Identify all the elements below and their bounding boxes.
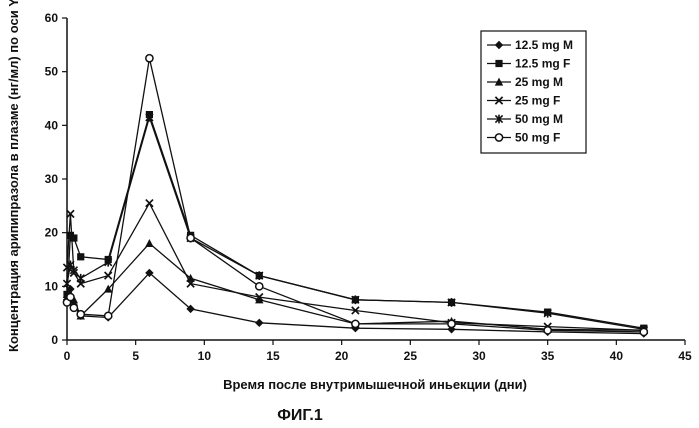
x-tick-label: 45 — [678, 349, 692, 363]
data-point — [495, 134, 502, 141]
series-line-25-mg-m — [67, 243, 644, 330]
marker-circle — [77, 311, 84, 318]
y-tick-label: 50 — [45, 65, 59, 79]
data-point — [448, 320, 455, 327]
y-axis-title-group: Концентрация арипипразола в плазме (нг/м… — [6, 0, 21, 352]
y-tick-label: 0 — [51, 333, 58, 347]
marker-x — [146, 200, 153, 207]
y-tick-label: 60 — [45, 11, 59, 25]
legend-label: 25 mg M — [515, 75, 563, 89]
marker-circle — [146, 55, 153, 62]
x-tick-label: 20 — [335, 349, 349, 363]
marker-circle — [544, 327, 551, 334]
data-point — [495, 60, 502, 67]
marker-circle — [256, 283, 263, 290]
marker-asterisk — [77, 274, 84, 283]
marker-diamond — [255, 319, 263, 327]
data-point — [146, 200, 153, 207]
marker-x — [105, 272, 112, 279]
y-axis-title: Концентрация арипипразола в плазме (нг/м… — [6, 0, 21, 352]
data-point — [640, 328, 647, 335]
marker-circle — [640, 328, 647, 335]
data-point — [145, 239, 153, 247]
x-tick-label: 15 — [266, 349, 280, 363]
data-point — [77, 311, 84, 318]
legend-label: 50 mg F — [515, 131, 560, 145]
data-point — [77, 253, 84, 260]
x-axis-title: Время после внутримышечной иньекции (дни… — [223, 377, 527, 392]
data-point — [77, 274, 84, 283]
data-point — [63, 279, 70, 288]
legend-label: 12.5 mg M — [515, 38, 573, 52]
data-point — [105, 312, 112, 319]
y-tick-label: 20 — [45, 226, 59, 240]
x-tick-label: 0 — [64, 349, 71, 363]
legend-label: 25 mg F — [515, 94, 560, 108]
marker-circle — [448, 320, 455, 327]
data-point — [105, 272, 112, 279]
data-point — [187, 234, 194, 241]
legend-label: 12.5 mg F — [515, 57, 570, 71]
x-tick-label: 30 — [472, 349, 486, 363]
y-tick-label: 10 — [45, 279, 59, 293]
data-point — [67, 293, 74, 300]
data-point — [255, 319, 263, 327]
marker-circle — [105, 312, 112, 319]
marker-square — [495, 60, 502, 67]
axes: 0 10 20 30 40 50 60 0 5 10 15 20 25 30 35 40 45 — [45, 11, 692, 363]
marker-square — [77, 253, 84, 260]
marker-circle — [67, 293, 74, 300]
marker-triangle — [145, 239, 153, 247]
legend: 12.5 mg M 12.5 mg F 25 mg M 25 mg F 50 mg M 5… — [481, 31, 586, 153]
marker-circle — [495, 134, 502, 141]
marker-asterisk — [63, 279, 70, 288]
y-tick-label: 30 — [45, 172, 59, 186]
x-tick-label: 25 — [404, 349, 418, 363]
data-point — [352, 320, 359, 327]
marker-circle — [352, 320, 359, 327]
x-tick-label: 35 — [541, 349, 555, 363]
figure-caption: ФИГ.1 — [277, 407, 323, 424]
data-point — [70, 304, 77, 311]
marker-circle — [70, 304, 77, 311]
legend-label: 50 mg M — [515, 112, 563, 126]
data-point — [544, 327, 551, 334]
x-tick-label: 5 — [132, 349, 139, 363]
x-tick-label: 40 — [610, 349, 624, 363]
y-tick-label: 40 — [45, 118, 59, 132]
data-point — [256, 283, 263, 290]
marker-circle — [187, 234, 194, 241]
data-point — [146, 55, 153, 62]
x-tick-label: 10 — [198, 349, 212, 363]
